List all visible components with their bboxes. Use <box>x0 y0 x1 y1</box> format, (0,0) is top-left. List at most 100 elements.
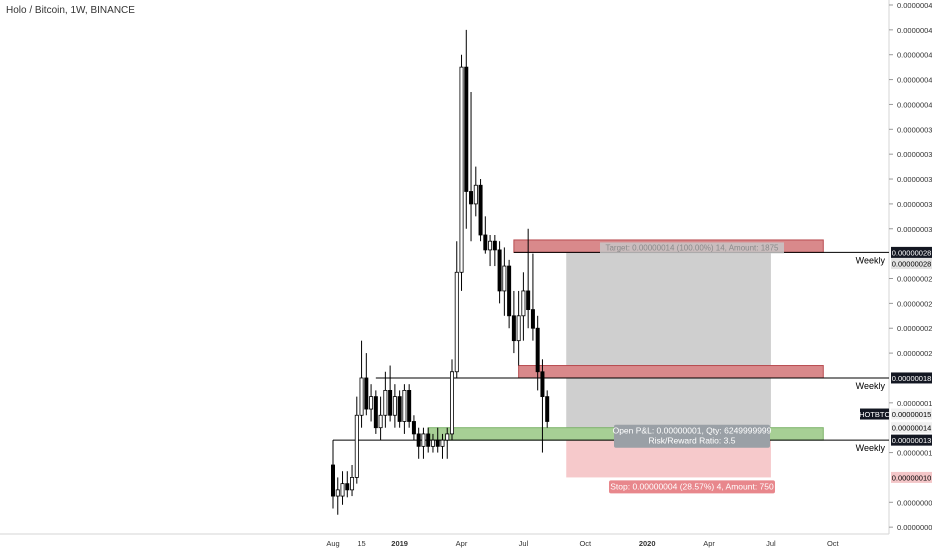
level-label: Weekly <box>856 443 886 453</box>
candle-body <box>516 315 521 342</box>
price-tick-label: 0.00000038 <box>897 125 932 134</box>
price-tag: 0.00000010 <box>892 473 932 482</box>
price-tag: 0.00000015 <box>892 410 932 419</box>
candle-body <box>530 309 535 329</box>
price-tick-label: 0.00000008 <box>897 498 932 507</box>
price-tick-label: 0.00000022 <box>897 324 932 333</box>
chart-title: Holo / Bitcoin, 1W, BINANCE <box>6 5 135 16</box>
price-tag: 0.00000014 <box>892 424 932 433</box>
candle-body <box>340 483 345 497</box>
price-tag-bg <box>891 246 932 258</box>
price-tag: 0.00000028 <box>892 248 932 257</box>
target-label-bg <box>600 242 784 254</box>
candle-body <box>507 265 512 317</box>
price-tick-label: 0.00000042 <box>897 76 932 85</box>
price-tick-label: 0.00000006 <box>897 523 932 532</box>
time-tick-label: Oct <box>579 539 592 548</box>
candle-body <box>545 396 550 422</box>
stop-label-bg <box>609 480 775 494</box>
time-tick-label: Jul <box>519 539 529 548</box>
candle-body <box>388 389 393 416</box>
level-label: Weekly <box>856 381 886 391</box>
resistance-zone <box>518 365 824 379</box>
candle-body <box>492 240 497 251</box>
time-tick-label: Apr <box>703 539 715 548</box>
candle-body <box>535 327 540 373</box>
time-tick-label: 2020 <box>639 539 656 548</box>
price-tag-bg <box>860 408 889 420</box>
candle-body <box>435 439 440 447</box>
time-tick-label: Oct <box>827 539 840 548</box>
candle-body <box>511 315 516 342</box>
candle-body <box>502 265 507 292</box>
candle-body <box>445 433 450 441</box>
candle-body <box>369 396 374 410</box>
target-label: Target: 0.00000014 (100.00%) 14, Amount:… <box>605 243 779 252</box>
candle-body <box>350 477 355 491</box>
candle-body <box>497 249 502 292</box>
time-tick-label: Aug <box>326 539 339 548</box>
candle-body <box>459 66 464 273</box>
candle-body <box>364 377 369 410</box>
price-tag: HOTBTC <box>859 410 890 419</box>
price-tag-bg <box>891 408 932 420</box>
price-tag-bg <box>891 434 932 446</box>
time-tick-label: 15 <box>357 539 365 548</box>
time-tick-label: Jul <box>766 539 776 548</box>
candle-body <box>359 377 364 416</box>
candle-body <box>464 66 469 192</box>
target-box <box>566 252 771 428</box>
candle-body <box>397 396 402 422</box>
candle-body <box>488 240 493 251</box>
pnl-label-line1: Open P&L: 0.00000001, Qty: 6249999999 <box>613 426 772 436</box>
candle-body <box>454 271 459 373</box>
pnl-label-line2: Risk/Reward Ratio: 3.5 <box>649 436 736 446</box>
candle-body <box>540 371 545 398</box>
price-tick-label: 0.00000044 <box>897 51 932 60</box>
candle-body <box>383 389 388 416</box>
candle-body <box>402 389 407 422</box>
candle-body <box>449 371 454 435</box>
price-tag: 0.00000028 <box>892 260 932 269</box>
price-tick-label: 0.00000048 <box>897 1 932 10</box>
pnl-label-bg <box>614 424 770 448</box>
stop-label: Stop: 0.00000004 (28.57%) 4, Amount: 750 <box>610 481 774 491</box>
candle-body <box>392 396 397 416</box>
time-tick-label: 2019 <box>391 539 408 548</box>
price-tick-label: 0.00000032 <box>897 200 932 209</box>
price-tick-label: 0.00000012 <box>897 449 932 458</box>
price-tick-label: 0.00000016 <box>897 399 932 408</box>
time-tick-label: Apr <box>456 539 468 548</box>
price-tag: 0.00000018 <box>892 374 932 383</box>
price-tag-bg <box>891 422 932 434</box>
candle-body <box>421 433 426 447</box>
price-tick-label: 0.00000034 <box>897 175 932 184</box>
candle-body <box>440 439 445 447</box>
price-tag: 0.00000013 <box>892 436 932 445</box>
candle-body <box>373 396 378 429</box>
candle-body <box>411 421 416 435</box>
candle-body <box>430 439 435 447</box>
candle-body <box>526 290 531 310</box>
candle-body <box>483 234 488 251</box>
price-tick-label: 0.00000026 <box>897 275 932 284</box>
candle-body <box>416 433 421 447</box>
candle-body <box>354 414 359 478</box>
candle-body <box>521 290 526 317</box>
candle-body <box>345 483 350 491</box>
candle-body <box>478 184 483 236</box>
candle-body <box>407 389 412 422</box>
candle-body <box>378 414 383 429</box>
price-tag-bg <box>891 372 932 384</box>
candle-body <box>469 191 474 205</box>
candle-body <box>335 489 340 497</box>
price-tag-bg <box>891 258 932 270</box>
price-tick-label: 0.00000024 <box>897 299 932 308</box>
candle-body <box>473 184 478 205</box>
candle-body <box>330 464 335 497</box>
level-label: Weekly <box>856 255 886 265</box>
